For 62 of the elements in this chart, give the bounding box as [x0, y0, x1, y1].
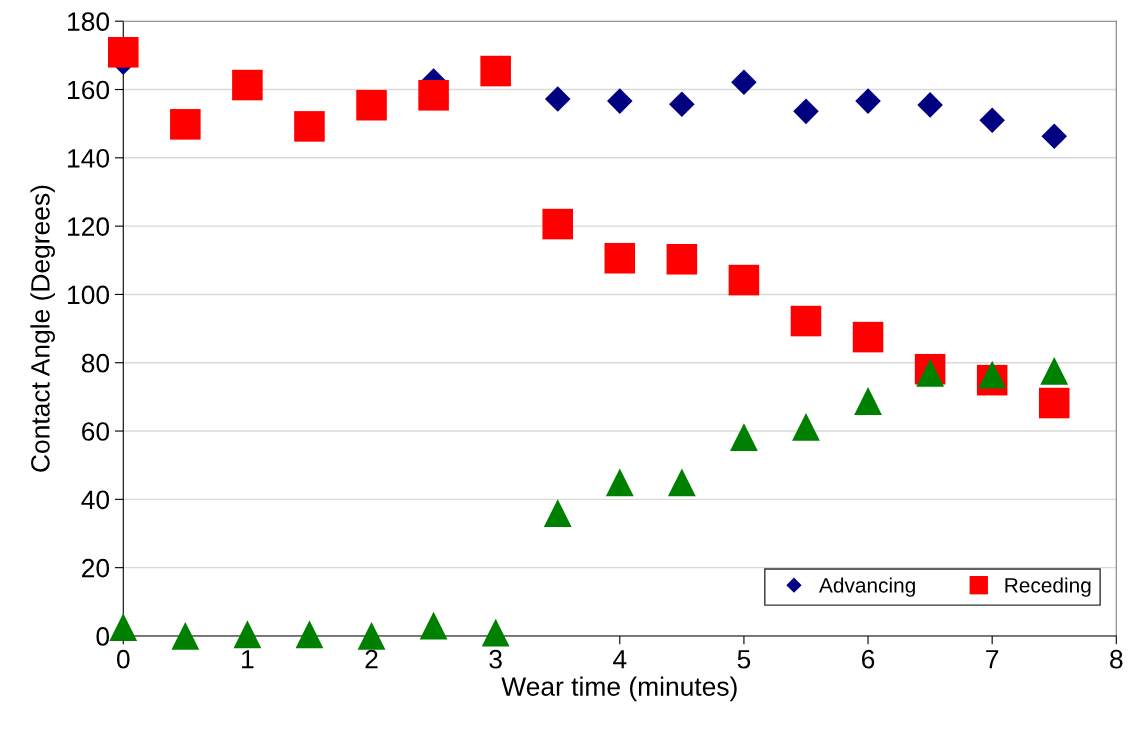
point [171, 622, 200, 650]
x-tick-label: 5 [737, 650, 751, 669]
point [852, 321, 884, 353]
point [793, 98, 819, 125]
y-tick-label: 0 [96, 627, 110, 646]
point [669, 91, 695, 117]
x-tick-label: 2 [365, 649, 378, 669]
x-tick-label: 4 [613, 650, 627, 669]
x-tick-label: 0 [116, 649, 130, 669]
point [543, 499, 572, 527]
point [542, 208, 573, 240]
legend-label: Receding [1005, 577, 1091, 597]
y-tick-label: 100 [68, 285, 110, 305]
point [667, 468, 696, 497]
point [480, 55, 511, 87]
point [730, 423, 758, 452]
point [728, 264, 760, 296]
point [731, 69, 757, 96]
point [1038, 387, 1070, 419]
point [170, 109, 201, 140]
y-tick-label: 120 [68, 217, 110, 236]
point [916, 359, 944, 387]
point [605, 468, 634, 497]
point [854, 387, 882, 415]
y-tick-label: 140 [68, 148, 110, 168]
point [109, 613, 138, 641]
point [419, 611, 448, 640]
x-tick-label: 8 [1110, 649, 1123, 669]
point [1040, 357, 1069, 385]
point [978, 360, 1007, 389]
x-tick-label: 1 [242, 650, 254, 669]
point [979, 107, 1005, 134]
point [607, 88, 633, 114]
point [481, 618, 510, 647]
x-tick-label: 7 [986, 650, 999, 669]
y-tick-label: 20 [82, 558, 110, 578]
point [232, 69, 263, 101]
point [233, 620, 262, 649]
point [544, 86, 571, 112]
y-tick-label: 180 [68, 12, 110, 32]
point [855, 88, 881, 114]
y-tick-label: 40 [81, 490, 110, 510]
y-tick-label: 80 [81, 353, 110, 373]
point [108, 37, 139, 68]
x-tick-label: 3 [489, 649, 502, 669]
point [790, 305, 822, 337]
point [295, 620, 324, 649]
x-tick-label: 6 [862, 649, 875, 669]
x-axis-title: Wear time (minutes) [501, 676, 737, 702]
point [666, 243, 698, 275]
point [357, 622, 386, 650]
point [356, 89, 387, 121]
legend-label: Advancing [819, 577, 915, 597]
point [418, 80, 449, 111]
point [792, 413, 820, 441]
point [1041, 123, 1067, 150]
point [294, 111, 325, 142]
y-tick-label: 160 [68, 80, 110, 100]
point [917, 92, 943, 118]
y-axis-title: Contact Angle (Degrees) [30, 185, 55, 472]
y-tick-label: 60 [82, 422, 110, 441]
point [604, 242, 636, 274]
